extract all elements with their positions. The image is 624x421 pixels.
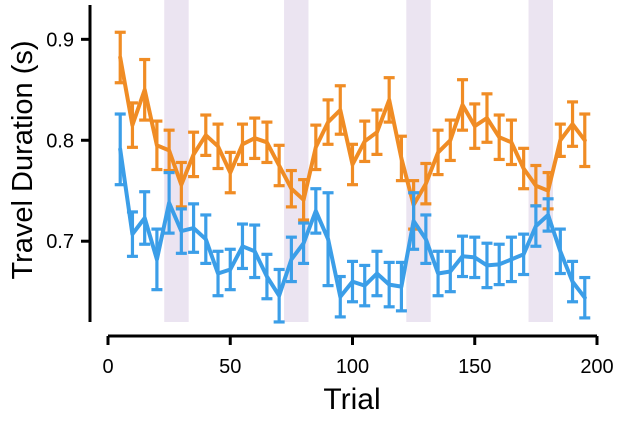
series-2: [114, 112, 591, 324]
series-line: [118, 55, 587, 207]
x-tick-label: 150: [458, 356, 491, 378]
shaded-region-3: [406, 0, 431, 322]
x-tick-label: 0: [102, 356, 113, 378]
y-tick-label: 0.8: [46, 130, 74, 152]
x-axis-ticks: 0 50 100 150 200: [102, 336, 614, 378]
y-axis-ticks: 0.7 0.8 0.9: [46, 29, 90, 253]
series-line: [118, 147, 587, 300]
y-tick-label: 0.7: [46, 231, 74, 253]
shaded-regions: [164, 0, 553, 322]
x-tick-label: 50: [219, 356, 241, 378]
x-axis-title: Trial: [323, 383, 380, 416]
shaded-region-4: [528, 0, 553, 322]
y-tick-label: 0.9: [46, 29, 74, 51]
plot-series: [114, 30, 591, 324]
x-tick-label: 100: [336, 356, 369, 378]
x-tick-label: 200: [580, 356, 613, 378]
y-axis-title: Travel Duration (s): [7, 40, 39, 279]
